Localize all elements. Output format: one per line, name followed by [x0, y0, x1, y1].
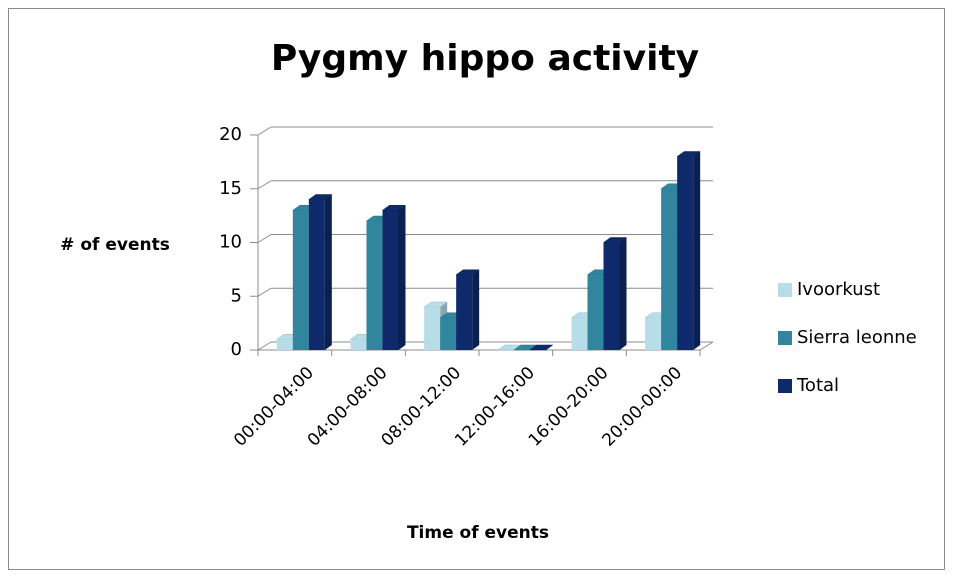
bar-side: [324, 194, 332, 350]
y-tick-label: 10: [219, 232, 242, 253]
bar: [292, 210, 309, 350]
grid-line: [257, 180, 272, 190]
bar: [382, 210, 399, 350]
bar: [603, 242, 620, 350]
bar: [424, 307, 441, 350]
bar: [677, 156, 694, 350]
y-tick-label: 5: [231, 285, 242, 306]
legend-swatch: [778, 283, 792, 297]
bar-side: [693, 151, 701, 350]
bar: [440, 317, 457, 350]
legend-swatch: [778, 379, 792, 393]
bar: [308, 199, 325, 350]
grid-line: [257, 234, 272, 243]
legend-swatch: [778, 331, 792, 345]
y-axis-title: # of events: [60, 235, 170, 255]
y-tick-label: 0: [231, 339, 242, 360]
bar: [661, 188, 678, 350]
legend-label: Ivoorkust: [797, 279, 880, 300]
y-tick-label: 20: [219, 124, 242, 145]
grid-line: [257, 341, 272, 351]
legend-label: Sierra leonne: [797, 327, 917, 348]
x-axis-title: Time of events: [407, 523, 549, 543]
chart-title: Pygmy hippo activity: [271, 38, 699, 79]
bar: [645, 317, 662, 350]
bar: [587, 274, 604, 350]
bar: [366, 221, 383, 350]
bar: [350, 339, 367, 350]
bar: [571, 317, 588, 350]
bar-side: [398, 205, 406, 350]
bar-side: [619, 237, 627, 350]
bar-top: [529, 344, 554, 351]
legend-label: Total: [796, 375, 839, 396]
grid-line: [257, 126, 272, 136]
bar: [456, 274, 473, 350]
bar: [276, 339, 293, 350]
grid-line: [257, 287, 272, 297]
y-tick-label: 15: [219, 178, 242, 199]
bar-side: [472, 269, 480, 350]
